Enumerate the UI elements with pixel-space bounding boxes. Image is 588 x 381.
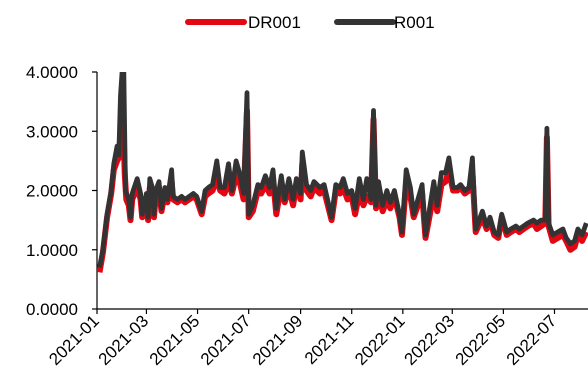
x-tick-label: 2022-03	[401, 311, 459, 369]
x-tick-label: 2021-09	[249, 311, 307, 369]
x-tick-label: 2021-05	[146, 311, 204, 369]
x-tick-label: 2022-05	[452, 311, 510, 369]
y-tick-label: 1.0000	[26, 241, 78, 260]
y-tick-label: 2.0000	[26, 182, 78, 201]
plot-area	[97, 72, 588, 273]
legend-label-r001: R001	[394, 13, 435, 32]
x-tick-label: 2021-07	[197, 311, 255, 369]
legend: DR001 R001	[185, 13, 435, 32]
x-tick-label: 2021-01	[45, 311, 103, 369]
legend-label-dr001: DR001	[248, 13, 301, 32]
x-tick-label: 2021-11	[301, 311, 358, 368]
y-tick-label: 3.0000	[26, 122, 78, 141]
x-tick-label: 2021-03	[95, 311, 153, 369]
x-axis: 2021-012021-032021-052021-072021-092021-…	[45, 308, 588, 369]
y-axis: 0.0000 1.0000 2.0000 3.0000 4.0000	[26, 63, 98, 319]
series-line-r001	[97, 72, 588, 268]
x-tick-label: 2022-01	[351, 311, 409, 369]
y-tick-label: 0.0000	[26, 300, 78, 319]
y-tick-label: 4.0000	[26, 63, 78, 82]
x-tick-label: 2022-07	[503, 311, 561, 369]
